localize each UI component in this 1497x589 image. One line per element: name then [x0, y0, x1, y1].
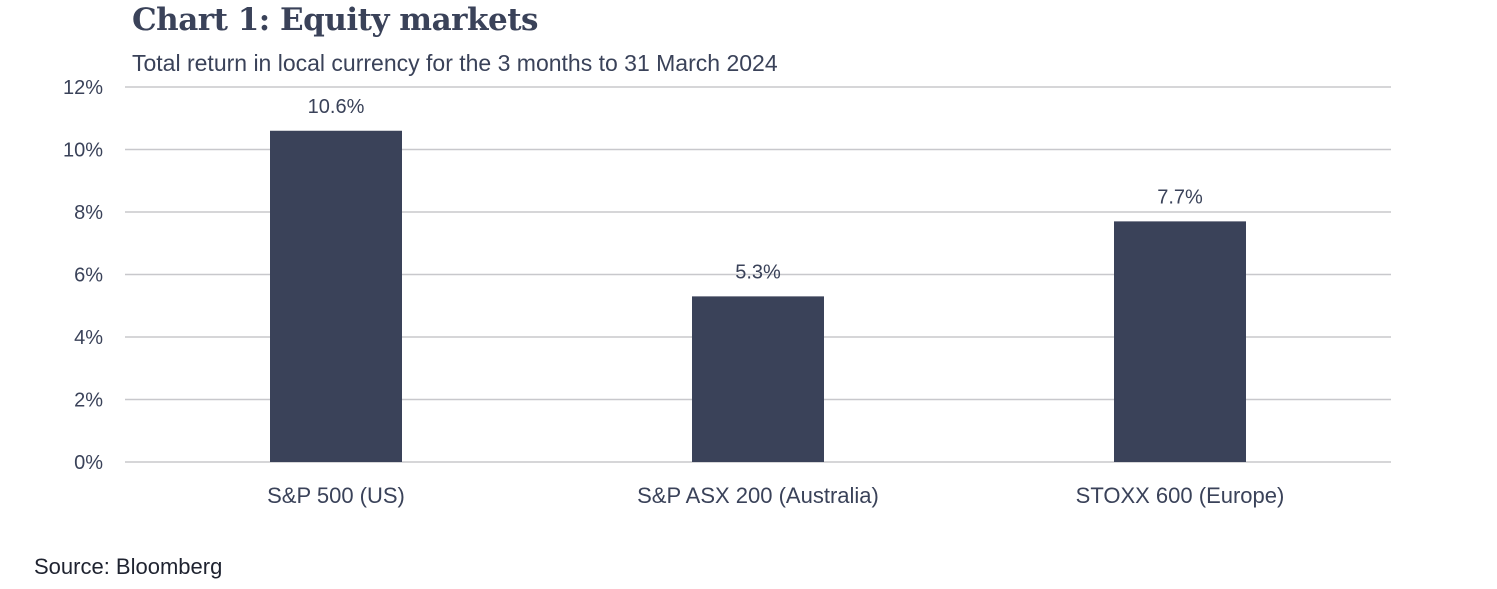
y-tick-label: 6% [74, 265, 103, 287]
bar [692, 296, 824, 462]
y-tick-label: 2% [74, 390, 103, 412]
x-category-label: S&P ASX 200 (Australia) [637, 483, 879, 508]
source-note: Source: Bloomberg [34, 554, 223, 579]
y-tick-label: 8% [74, 202, 103, 224]
chart-title: Chart 1: Equity markets [132, 2, 539, 38]
chart-subtitle: Total return in local currency for the 3… [132, 50, 778, 76]
bars [270, 130, 1246, 462]
y-axis-ticks: 0% 2% 4% 6% 8% 10% 12% [63, 77, 103, 474]
y-tick-label: 12% [63, 77, 103, 99]
data-labels: 10.6% 5.3% 7.7% [308, 96, 1203, 284]
x-category-label: STOXX 600 (Europe) [1076, 483, 1285, 508]
bar [270, 130, 402, 462]
bar-value-label: 7.7% [1157, 186, 1203, 208]
y-tick-label: 10% [63, 140, 103, 162]
x-axis-categories: S&P 500 (US) S&P ASX 200 (Australia) STOXX… [267, 483, 1284, 508]
bar-value-label: 5.3% [735, 261, 781, 283]
bar-value-label: 10.6% [308, 96, 365, 118]
x-category-label: S&P 500 (US) [267, 483, 405, 508]
y-tick-label: 4% [74, 327, 103, 349]
bar [1114, 221, 1246, 462]
y-tick-label: 0% [74, 452, 103, 474]
